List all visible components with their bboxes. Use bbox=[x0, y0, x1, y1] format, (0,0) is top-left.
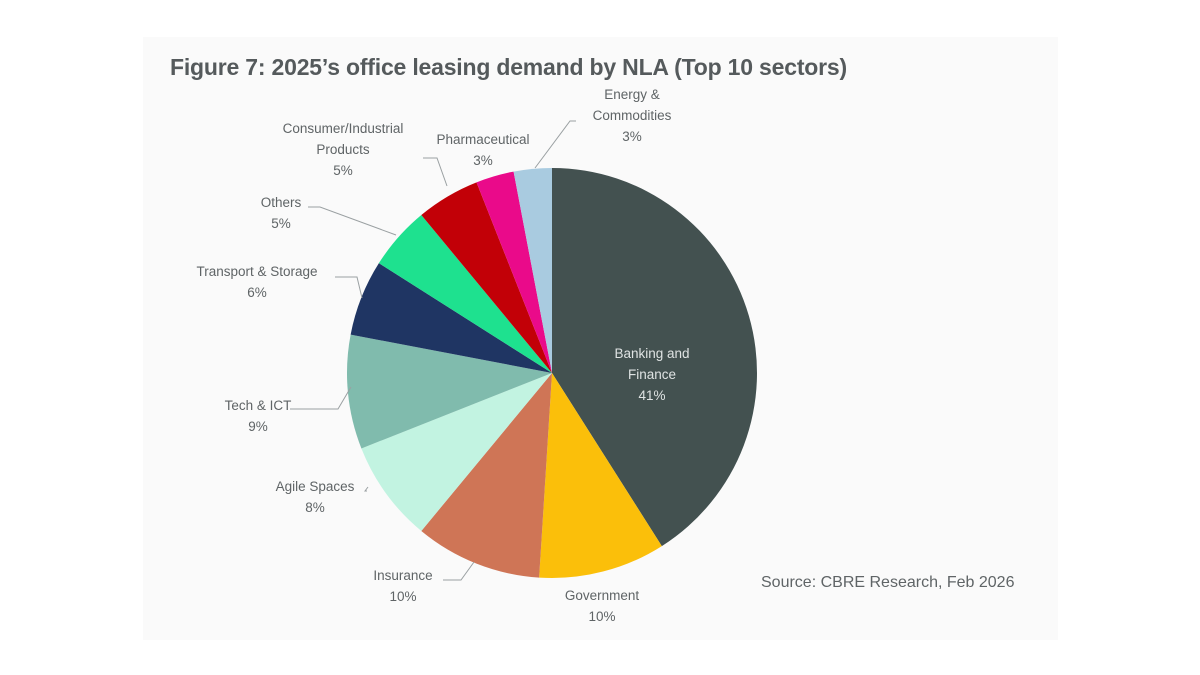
pie-slice-consumer-industrial-products bbox=[421, 182, 552, 373]
pie-slice-others bbox=[378, 215, 552, 373]
chart-title: Figure 7: 2025’s office leasing demand b… bbox=[170, 54, 847, 80]
slice-name-label: Transport & Storage bbox=[196, 264, 317, 279]
slice-name-label: Tech & ICT bbox=[225, 398, 292, 413]
slice-name-label: Agile Spaces bbox=[276, 479, 355, 494]
slice-label-agile-spaces: Agile Spaces 8% bbox=[276, 479, 355, 515]
slice-name-label: Products bbox=[316, 142, 370, 157]
pie-slice-agile-spaces bbox=[361, 373, 552, 531]
pie-slice-transport-storage bbox=[350, 263, 552, 373]
pie-slice-insurance bbox=[421, 373, 552, 578]
slice-name-label: Insurance bbox=[373, 568, 432, 583]
slice-name-label: Energy & bbox=[604, 87, 660, 102]
slice-percent-label: 10% bbox=[588, 609, 615, 624]
leader-line-tech-ict bbox=[290, 386, 352, 410]
slice-label-consumer-industrial-products: Consumer/Industrial Products 5% bbox=[283, 121, 404, 178]
slice-percent-label: 5% bbox=[271, 216, 291, 231]
slice-percent-label: 3% bbox=[622, 129, 642, 144]
leader-line-insurance bbox=[443, 561, 475, 581]
slice-name-label: Government bbox=[565, 588, 640, 603]
slice-name-label: Pharmaceutical bbox=[436, 132, 529, 147]
leader-line-energy-commodities bbox=[534, 120, 576, 169]
slice-label-energy-commodities: Energy & Commodities 3% bbox=[593, 87, 672, 144]
slice-percent-label: 3% bbox=[473, 153, 493, 168]
chart-source: Source: CBRE Research, Feb 2026 bbox=[761, 574, 1015, 591]
slice-percent-label: 10% bbox=[389, 589, 416, 604]
leader-line-others bbox=[308, 206, 397, 236]
slice-label-banking-and-finance: Banking and Finance 41% bbox=[614, 346, 689, 403]
slice-label-pharmaceutical: Pharmaceutical 3% bbox=[436, 132, 529, 168]
pie-slice-pharmaceutical bbox=[476, 171, 552, 373]
slice-percent-label: 5% bbox=[333, 163, 353, 178]
pie-slice-government bbox=[539, 373, 662, 578]
slice-label-transport-storage: Transport & Storage 6% bbox=[196, 264, 317, 300]
pie-slice-energy-commodities bbox=[513, 168, 552, 373]
slice-percent-label: 6% bbox=[247, 285, 267, 300]
slice-percent-label: 41% bbox=[638, 388, 665, 403]
slice-name-label: Commodities bbox=[593, 108, 672, 123]
leader-line-consumer-industrial-products bbox=[423, 157, 448, 187]
slice-name-label: Others bbox=[261, 195, 302, 210]
slice-label-government: Government 10% bbox=[565, 588, 640, 624]
pie-slice-tech-ict bbox=[346, 334, 552, 449]
slice-label-tech-ict: Tech & ICT 9% bbox=[225, 398, 292, 434]
pie-slice-banking-and-finance bbox=[552, 168, 757, 547]
slice-label-insurance: Insurance 10% bbox=[373, 568, 432, 604]
slice-percent-label: 8% bbox=[305, 500, 325, 515]
slice-label-others: Others 5% bbox=[261, 195, 302, 231]
slice-name-label: Banking and bbox=[614, 346, 689, 361]
slice-percent-label: 9% bbox=[248, 419, 268, 434]
leader-line-transport-storage bbox=[335, 276, 363, 299]
slice-name-label: Finance bbox=[628, 367, 676, 382]
leader-line-agile-spaces bbox=[364, 486, 369, 492]
slice-name-label: Consumer/Industrial bbox=[283, 121, 404, 136]
